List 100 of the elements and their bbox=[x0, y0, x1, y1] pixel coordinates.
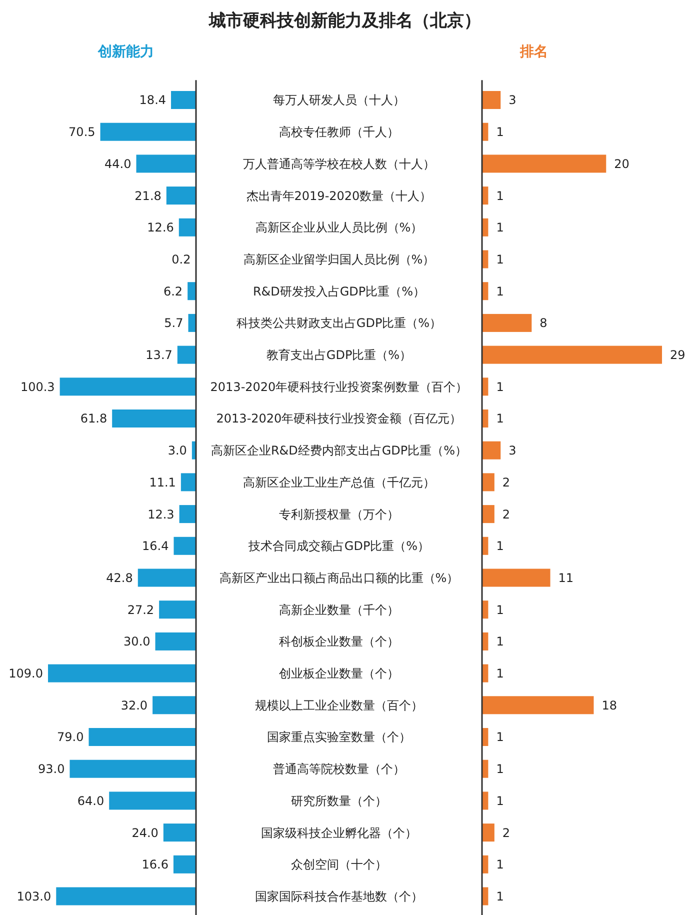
y-tick-label: 众创空间（十个） bbox=[291, 858, 387, 872]
data-label: 3.0 bbox=[168, 444, 187, 458]
bar bbox=[482, 696, 594, 714]
data-label: 18.4 bbox=[139, 93, 166, 108]
data-label: 79.0 bbox=[57, 730, 84, 744]
bar bbox=[70, 760, 196, 778]
data-label: 1 bbox=[496, 380, 504, 394]
data-label: 1 bbox=[496, 762, 504, 776]
y-tick-label: 科技类公共财政支出占GDP比重（%） bbox=[236, 316, 442, 330]
y-tick-label: 高新区产业出口额占商品出口额的比重（%） bbox=[219, 570, 459, 585]
data-label: 64.0 bbox=[77, 794, 104, 808]
data-label: 1 bbox=[496, 634, 504, 649]
data-label: 70.5 bbox=[68, 125, 96, 140]
data-label: 5.7 bbox=[164, 316, 184, 330]
bar bbox=[188, 282, 196, 300]
data-label: 13.7 bbox=[146, 348, 172, 362]
y-tick-label: 高新区企业工业生产总值（千亿元） bbox=[243, 475, 435, 490]
bar bbox=[155, 632, 196, 650]
y-tick-label: 高新区企业留学归国人员比例（%） bbox=[243, 252, 435, 266]
y-tick-label: 创业板企业数量（个） bbox=[279, 666, 399, 680]
data-label: 12.3 bbox=[148, 507, 174, 522]
y-tick-label: 高新区企业从业人员比例（%） bbox=[255, 220, 423, 235]
bar bbox=[188, 314, 196, 332]
bar bbox=[60, 378, 196, 396]
data-label: 12.6 bbox=[147, 220, 174, 235]
y-tick-label: 专利新授权量（万个） bbox=[279, 507, 399, 522]
data-label: 3 bbox=[508, 93, 516, 108]
text: 城市硬科技创新能力及排名（北京） bbox=[208, 11, 481, 31]
data-label: 1 bbox=[496, 539, 504, 554]
data-label: 1 bbox=[496, 284, 504, 298]
y-tick-label: 2013-2020年硬科技行业投资案例数量（百个） bbox=[210, 380, 468, 394]
bar bbox=[482, 346, 662, 364]
data-label: 1 bbox=[496, 125, 504, 140]
y-tick-label: 高新区企业R&D经费内部支出占GDP比重（%） bbox=[210, 444, 468, 458]
data-label: 1 bbox=[496, 602, 504, 617]
y-tick-label: 杰出青年2019-2020数量（十人） bbox=[246, 188, 432, 203]
bar bbox=[173, 855, 196, 874]
bar bbox=[163, 824, 196, 842]
data-label: 32.0 bbox=[120, 698, 148, 712]
data-label: 1 bbox=[496, 858, 504, 872]
bar bbox=[180, 473, 196, 492]
bar bbox=[482, 473, 494, 492]
y-tick-label: 每万人研发人员（十人） bbox=[273, 93, 405, 108]
bar bbox=[482, 824, 494, 842]
bar bbox=[56, 887, 196, 906]
y-tick-label: 研究所数量（个） bbox=[291, 794, 387, 808]
data-label: 24.0 bbox=[132, 826, 158, 840]
bar bbox=[174, 536, 196, 555]
data-label: 100.3 bbox=[20, 380, 55, 394]
data-label: 109.0 bbox=[8, 666, 43, 680]
data-label: 18 bbox=[602, 698, 618, 712]
bar bbox=[482, 154, 606, 173]
chart-subtitle: 创新能力 bbox=[97, 43, 154, 60]
data-label: 2 bbox=[502, 475, 510, 490]
data-label: 42.8 bbox=[106, 570, 133, 585]
bar bbox=[136, 154, 196, 173]
bar bbox=[482, 91, 501, 109]
y-tick-label: 高新企业数量（千个） bbox=[279, 602, 399, 617]
bar bbox=[482, 505, 494, 524]
data-label: 21.8 bbox=[134, 188, 162, 203]
data-label: 1 bbox=[496, 220, 504, 235]
data-label: 11.1 bbox=[149, 475, 176, 490]
y-tick-label: 普通高等院校数量（个） bbox=[273, 762, 405, 776]
data-label: 6.2 bbox=[163, 284, 183, 298]
y-tick-label: 国家重点实验室数量（个） bbox=[267, 730, 411, 744]
bar bbox=[159, 600, 196, 619]
y-tick-label: 高校专任教师（千人） bbox=[279, 125, 399, 140]
data-label: 16.6 bbox=[142, 858, 168, 872]
y-tick-label: 教育支出占GDP比重（%） bbox=[266, 348, 412, 362]
data-label: 2 bbox=[502, 826, 510, 840]
y-tick-label: 技术合同成交额占GDP比重（%） bbox=[247, 539, 430, 554]
data-label: 30.0 bbox=[124, 634, 150, 649]
data-label: 44.0 bbox=[104, 156, 132, 171]
data-label: 1 bbox=[496, 412, 504, 426]
y-tick-label: 2013-2020年硬科技行业投资金额（百亿元） bbox=[216, 412, 462, 426]
bar bbox=[178, 218, 196, 236]
data-label: 103.0 bbox=[16, 889, 52, 904]
y-tick-label: 科创板企业数量（个） bbox=[279, 634, 399, 649]
data-label: 1 bbox=[496, 730, 504, 744]
y-tick-label: 规模以上工业企业数量（百个） bbox=[255, 698, 423, 712]
data-label: 8 bbox=[540, 316, 548, 330]
bar bbox=[138, 568, 196, 587]
data-label: 29 bbox=[670, 348, 686, 362]
data-label: 16.4 bbox=[142, 539, 169, 554]
bar bbox=[482, 441, 501, 460]
data-label: 20 bbox=[614, 156, 630, 171]
y-tick-label: 万人普通高等学校在校人数（十人） bbox=[243, 156, 435, 171]
data-label: 11 bbox=[558, 570, 574, 585]
bar bbox=[171, 91, 196, 109]
bar bbox=[109, 792, 196, 810]
data-label: 27.2 bbox=[127, 602, 154, 617]
data-label: 61.8 bbox=[80, 412, 108, 426]
data-label: 1 bbox=[496, 666, 504, 680]
data-label: 3 bbox=[508, 444, 516, 458]
data-label: 93.0 bbox=[38, 762, 65, 776]
bar bbox=[88, 728, 196, 746]
data-label: 0.2 bbox=[172, 252, 191, 266]
data-label: 1 bbox=[496, 188, 504, 203]
bar bbox=[152, 696, 196, 714]
chart-title: 排名 bbox=[519, 44, 548, 60]
